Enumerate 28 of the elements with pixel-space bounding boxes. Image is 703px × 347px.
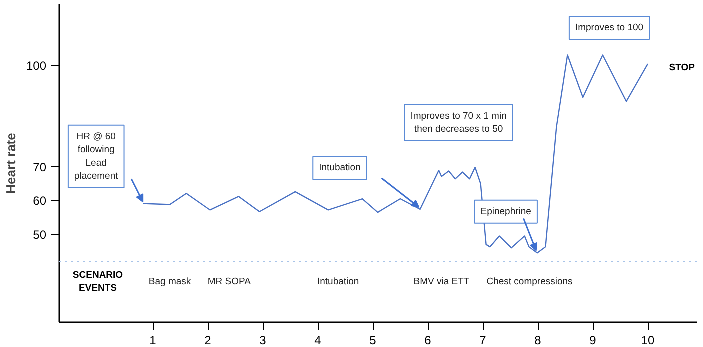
y-tick-label: 70 xyxy=(33,160,47,174)
x-tick-label: 6 xyxy=(424,334,432,347)
x-tick-label: 4 xyxy=(314,334,322,347)
y-tick-label: 50 xyxy=(33,228,47,242)
x-tick-label: 3 xyxy=(260,334,267,347)
annotation: Bag mask xyxy=(148,276,192,288)
annotation: Intubation xyxy=(317,276,360,288)
annotation: SCENARIO EVENTS xyxy=(72,270,124,294)
line-series xyxy=(142,54,649,254)
x-tick-label: 2 xyxy=(204,334,212,347)
y-tick-label: 60 xyxy=(33,194,47,208)
x-tick-label: 10 xyxy=(641,334,655,347)
y-axis-title: Heart rate xyxy=(3,133,18,194)
x-tick-label: 1 xyxy=(150,334,157,347)
x-tick-label: 8 xyxy=(534,334,542,347)
annotation: Improves to 70 x 1 min then decreases to 50 xyxy=(410,110,507,136)
x-tick-label: 5 xyxy=(370,334,377,347)
annotation: STOP xyxy=(669,62,696,74)
annotation: Intubation xyxy=(319,162,361,174)
x-tick-label: 7 xyxy=(480,334,487,347)
annotation: Chest compressions xyxy=(486,276,574,288)
x-tick-label: 9 xyxy=(590,334,597,347)
y-tick-label: 100 xyxy=(26,58,47,73)
annotation: BMV via ETT xyxy=(414,276,470,288)
annotation: MR SOPA xyxy=(208,276,252,288)
annotation: HR @ 60 following Lead placement xyxy=(74,131,119,182)
annotation: Improves to 100 xyxy=(575,22,644,34)
annotation: Epinephrine xyxy=(480,206,532,218)
